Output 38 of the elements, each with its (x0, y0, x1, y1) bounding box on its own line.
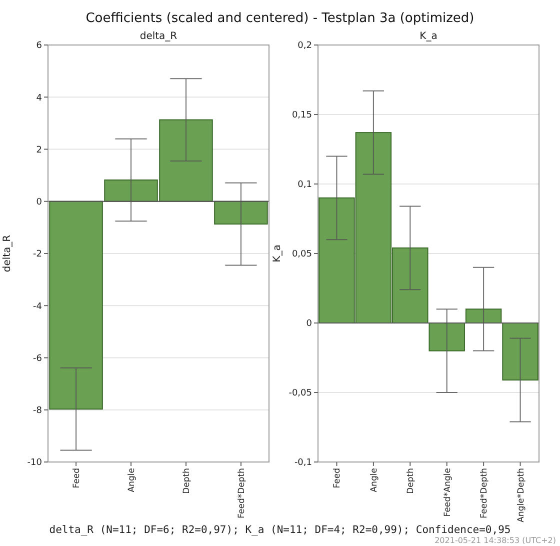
bar (465, 308, 502, 324)
chart-subtitle: delta_R (140, 31, 178, 42)
y-tick-label: -10 (27, 458, 42, 468)
x-tick-label: Depth (182, 468, 192, 494)
text: delta_R (N=11; DF=6; R2=0,97); K_a (N=11; DF=4; R2=0,99); Confidence=0,95 (49, 524, 511, 536)
bar (502, 322, 538, 380)
y-tick-label: 0,1 (298, 180, 312, 190)
y-axis-title: delta_R (2, 234, 13, 272)
y-tick-label: 6 (36, 41, 42, 52)
chart-title: Coefficients (scaled and centered) - Testplan 3a (optimized) (86, 11, 474, 26)
y-tick-label: 4 (36, 93, 42, 104)
x-tick-label: Feed (332, 468, 343, 488)
x-tick-label: Feed*Depth (480, 468, 490, 518)
y-tick-label: -2 (33, 250, 42, 260)
chart-subtitle: K_a (420, 31, 438, 42)
bar (214, 200, 268, 225)
y-tick-label: -0,05 (288, 388, 312, 399)
text: 2021-05-21 14:38:53 (UTC+2) (434, 536, 556, 545)
x-tick-label: Depth (406, 468, 416, 494)
y-tick-label: 2 (36, 145, 42, 156)
bar (49, 200, 103, 410)
x-tick-label: Feed (72, 468, 82, 488)
x-tick-label: Feed*Depth (236, 468, 247, 518)
y-tick-label: 0,05 (292, 250, 312, 260)
y-tick-label: 0 (36, 198, 42, 208)
y-tick-label: -6 (33, 354, 42, 364)
x-tick-label: Angle (126, 468, 137, 492)
x-tick-label: Angle (369, 468, 380, 492)
y-tick-label: -4 (33, 302, 42, 312)
y-tick-label: 0 (306, 319, 312, 330)
y-tick-label: 0,2 (298, 41, 312, 52)
x-tick-label: Feed*Angle (442, 468, 453, 517)
y-tick-label: 0,15 (292, 110, 312, 121)
bar (428, 322, 465, 352)
x-tick-label: Angle*Depth (516, 468, 526, 522)
y-tick-label: -0,1 (294, 458, 312, 468)
y-tick-label: -8 (33, 406, 42, 416)
y-axis-title: K_a (272, 244, 283, 262)
